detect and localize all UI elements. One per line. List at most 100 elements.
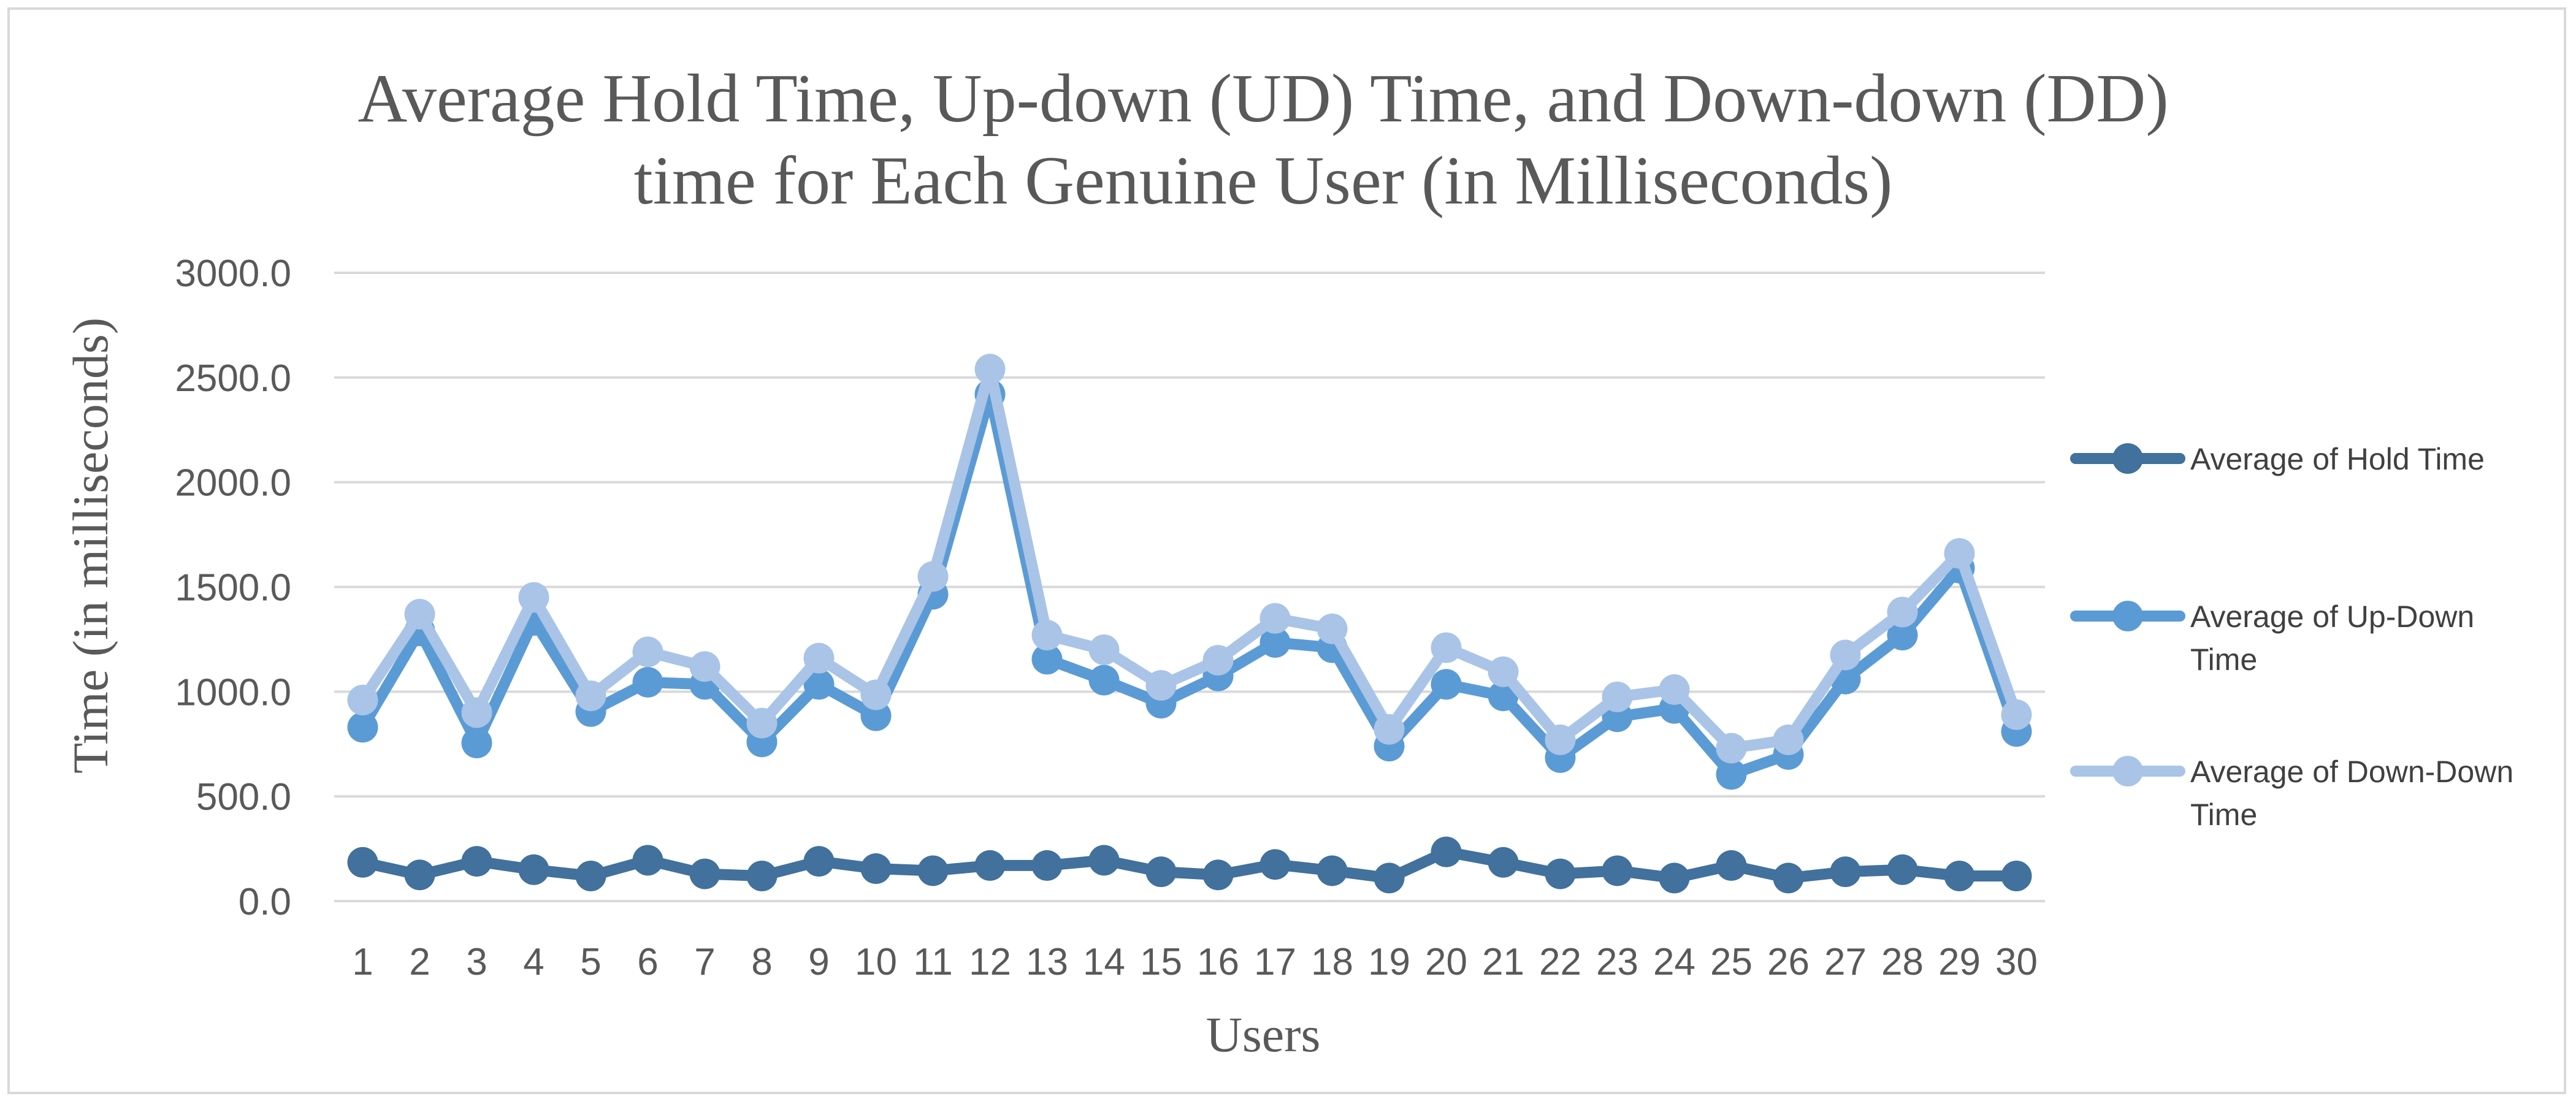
y-tick-label: 0.0	[239, 881, 291, 923]
data-point	[1202, 645, 1234, 676]
data-point	[974, 354, 1006, 385]
data-point	[1716, 850, 1747, 881]
legend-label: Average of Hold Time	[2190, 442, 2485, 476]
data-point	[1317, 855, 1348, 886]
x-tick-label: 26	[1767, 941, 1810, 983]
series-3	[347, 354, 2032, 764]
chart-title-line-1: Average Hold Time, Up-down (UD) Time, an…	[357, 61, 2168, 137]
y-tick-label: 1000.0	[175, 671, 291, 714]
data-point	[1031, 644, 1063, 675]
data-point	[1602, 681, 1633, 712]
x-tick-label: 11	[913, 941, 952, 983]
data-point	[1545, 858, 1576, 889]
data-point	[860, 679, 892, 710]
data-point	[1716, 733, 1747, 764]
y-tick-label: 1500.0	[175, 567, 291, 609]
data-point	[803, 642, 835, 674]
x-tick-label: 9	[808, 941, 829, 983]
data-point	[1887, 596, 1918, 628]
x-axis-title: Users	[1206, 1007, 1321, 1062]
x-tick-label: 5	[580, 941, 601, 983]
y-tick-label: 500.0	[196, 776, 291, 818]
legend-item-1: Average of Hold Time	[2070, 442, 2485, 476]
data-point	[632, 666, 663, 698]
data-point	[860, 700, 892, 731]
data-point	[1830, 639, 1861, 671]
y-tick-label: 2000.0	[175, 462, 291, 504]
data-point	[803, 846, 835, 877]
data-point	[461, 697, 492, 728]
x-tick-label: 8	[751, 941, 772, 983]
data-point	[461, 728, 492, 759]
x-tick-label: 17	[1254, 941, 1296, 983]
series-lines	[347, 354, 2032, 894]
y-tick-label: 2500.0	[175, 357, 291, 400]
x-tick-label: 18	[1311, 941, 1353, 983]
data-point	[689, 651, 720, 682]
legend-swatch-marker	[2112, 443, 2143, 474]
x-tick-label: 22	[1539, 941, 1581, 983]
x-tick-label: 3	[466, 941, 487, 983]
x-tick-label: 25	[1710, 941, 1752, 983]
data-point	[1031, 850, 1063, 881]
data-point	[1716, 759, 1747, 790]
data-point	[1659, 674, 1690, 705]
series-line	[357, 846, 2022, 884]
data-point	[1374, 862, 1405, 894]
data-point	[347, 712, 378, 743]
x-tick-label: 29	[1938, 941, 1981, 983]
data-point	[1488, 656, 1519, 687]
x-tick-label: 1	[352, 941, 373, 983]
legend: Average of Hold Time Average of Up-Down Ti…	[2070, 442, 2513, 832]
data-point	[1317, 613, 1348, 644]
data-point	[1773, 724, 1804, 755]
data-point	[404, 859, 435, 891]
x-tick-label: 10	[855, 941, 897, 983]
data-point	[1773, 862, 1804, 894]
data-point	[518, 854, 549, 885]
data-point	[1602, 855, 1633, 886]
data-point	[461, 846, 492, 877]
y-axis-title: Time (in milliseconds)	[63, 318, 118, 774]
x-tick-label: 23	[1596, 941, 1638, 983]
data-point	[689, 858, 720, 889]
x-tick-label: 28	[1881, 941, 1924, 983]
data-point	[803, 669, 835, 700]
chart-frame	[7, 7, 2566, 1094]
x-tick-label: 4	[523, 941, 544, 983]
gridlines	[334, 272, 2045, 902]
data-point	[2001, 861, 2032, 891]
data-point	[1374, 714, 1405, 745]
x-tick-label: 30	[1995, 941, 2038, 983]
data-point	[1545, 724, 1576, 755]
x-tick-label: 19	[1368, 941, 1410, 983]
x-tick-label: 20	[1425, 941, 1467, 983]
data-point	[1145, 670, 1177, 701]
x-tick-label: 12	[969, 941, 1011, 983]
data-point	[1944, 538, 1975, 569]
y-tick-label: 3000.0	[175, 253, 291, 295]
x-tick-label: 14	[1083, 941, 1125, 983]
data-point	[575, 680, 606, 712]
data-point	[917, 855, 949, 886]
data-point	[1431, 669, 1462, 700]
data-point	[1431, 836, 1462, 867]
chart-title-line-2: time for Each Genuine User (in Milliseco…	[634, 143, 1893, 219]
x-tick-label: 21	[1482, 941, 1524, 983]
x-tick-label: 15	[1140, 941, 1182, 983]
x-axis-ticks: 1 2 3 4 5 6 7 8 9 10 11 12 13 14 15 16 17 18 19 20 21 22 23 24 2…	[352, 941, 2038, 983]
data-point	[1431, 632, 1462, 663]
data-point	[1031, 620, 1063, 651]
x-tick-label: 6	[637, 941, 658, 983]
data-point	[1944, 861, 1975, 891]
data-point	[1145, 856, 1177, 888]
legend-item-2: Average of Up-Down Time	[2070, 600, 2474, 677]
x-tick-label: 24	[1653, 941, 1695, 983]
data-point	[1259, 849, 1291, 880]
legend-item-3: Average of Down-Down Time	[2070, 755, 2513, 832]
data-point	[1488, 847, 1519, 878]
x-tick-label: 27	[1824, 941, 1867, 983]
data-point	[746, 861, 778, 891]
data-point	[347, 685, 378, 715]
